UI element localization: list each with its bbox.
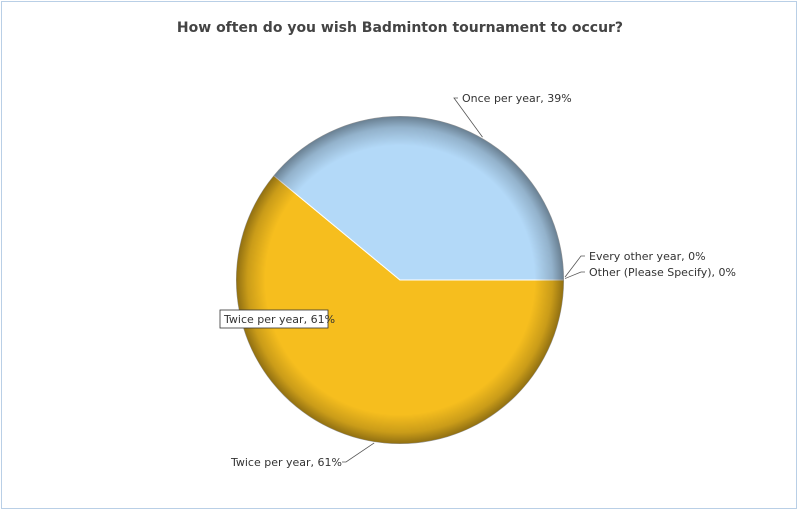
- tooltip-text: Twice per year, 61%: [223, 313, 335, 326]
- callout-label-every-other-year: Every other year, 0%: [589, 250, 706, 263]
- callout-line-twice-per-year: [342, 442, 375, 463]
- callout-label-once-per-year: Once per year, 39%: [462, 92, 572, 105]
- callout-label-other-please-specify: Other (Please Specify), 0%: [589, 266, 736, 279]
- callout-label-twice-per-year: Twice per year, 61%: [230, 456, 342, 469]
- callout-line-other-please-specify: [564, 271, 585, 279]
- chart-title: How often do you wish Badminton tourname…: [176, 20, 624, 36]
- callout-line-once-per-year: [453, 97, 483, 138]
- tooltip-box: [219, 309, 329, 329]
- callout-line-every-other-year: [564, 255, 585, 278]
- pie-edge-shading: [236, 116, 564, 444]
